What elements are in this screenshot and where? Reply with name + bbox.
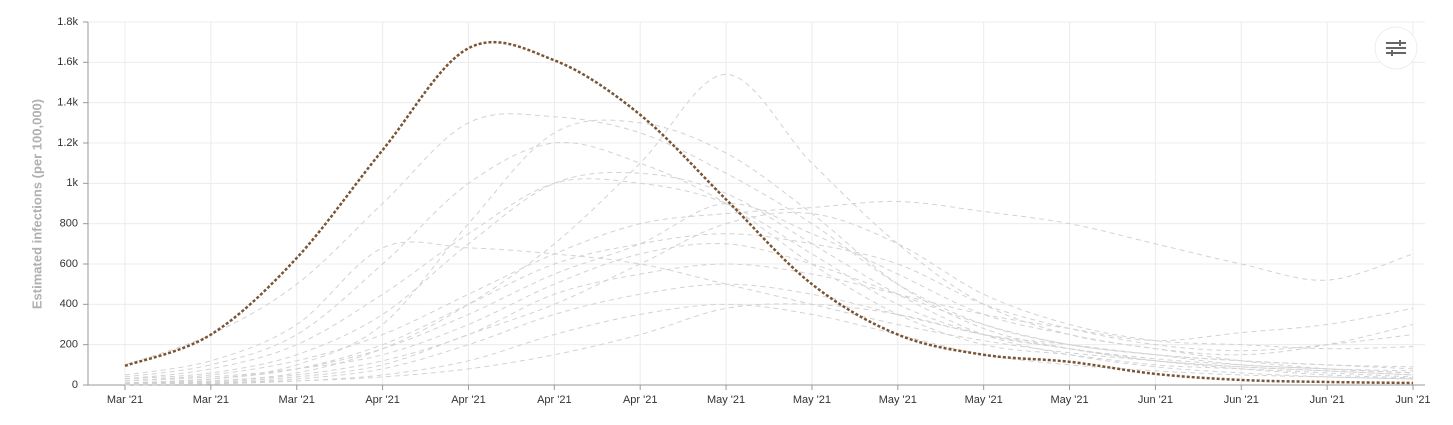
settings-button[interactable] xyxy=(1374,26,1418,70)
series-line xyxy=(124,283,1414,385)
y-tick-label: 1k xyxy=(66,177,78,189)
series-line xyxy=(124,141,1414,378)
y-tick-label: 600 xyxy=(60,258,78,270)
series-line xyxy=(124,303,1414,386)
series-line xyxy=(124,200,1414,382)
y-tick-label: 800 xyxy=(60,218,78,230)
y-tick-label: 1.8k xyxy=(57,16,78,28)
y-axis-label: Estimated infections (per 100,000) xyxy=(29,99,44,309)
x-tick-label: Jun '21 xyxy=(1138,394,1173,406)
x-tick-label: Apr '21 xyxy=(451,394,486,406)
series-line xyxy=(124,40,1414,385)
series-line xyxy=(124,171,1414,380)
series-line xyxy=(124,212,1414,385)
series-line xyxy=(124,113,1414,374)
x-tick-label: Jun '21 xyxy=(1224,394,1259,406)
x-tick-label: May '21 xyxy=(707,394,745,406)
x-tick-label: May '21 xyxy=(1050,394,1088,406)
x-tick-label: May '21 xyxy=(965,394,1003,406)
series-line xyxy=(124,233,1414,384)
series-line xyxy=(124,178,1414,380)
x-tick-label: Apr '21 xyxy=(365,394,400,406)
x-tick-label: Apr '21 xyxy=(537,394,572,406)
x-tick-label: Mar '21 xyxy=(193,394,229,406)
y-tick-label: 400 xyxy=(60,298,78,310)
x-tick-label: Apr '21 xyxy=(623,394,658,406)
series-line xyxy=(124,243,1414,382)
y-tick-label: 1.2k xyxy=(57,137,78,149)
y-tick-label: 0 xyxy=(72,379,78,391)
series-line xyxy=(124,73,1414,385)
x-tick-label: Mar '21 xyxy=(107,394,143,406)
y-tick-label: 200 xyxy=(60,339,78,351)
series-line xyxy=(124,241,1414,376)
series-line xyxy=(124,263,1414,384)
x-tick-label: May '21 xyxy=(793,394,831,406)
x-tick-label: Jun '21 xyxy=(1310,394,1345,406)
y-tick-label: 1.6k xyxy=(57,56,78,68)
x-tick-label: Jun '21 xyxy=(1395,394,1430,406)
x-tick-label: May '21 xyxy=(879,394,917,406)
series-line xyxy=(124,202,1414,384)
x-tick-label: Mar '21 xyxy=(279,394,315,406)
y-tick-label: 1.4k xyxy=(57,97,78,109)
series-line xyxy=(124,303,1414,385)
